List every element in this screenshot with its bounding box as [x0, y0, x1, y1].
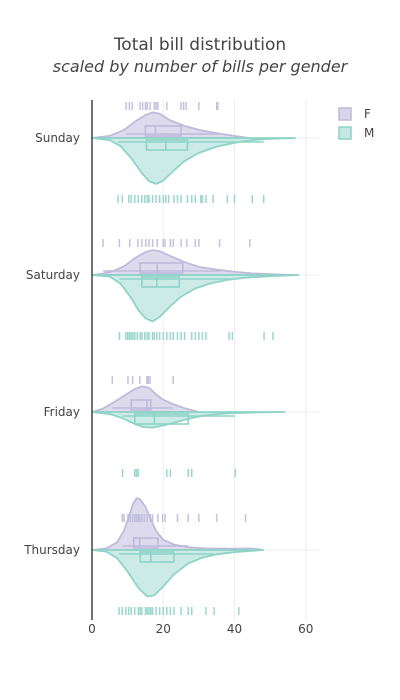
x-tick-label-60: 60 — [298, 622, 313, 636]
chart-subtitle: scaled by number of bills per gender — [53, 57, 349, 76]
plot-layer — [91, 102, 300, 615]
box-thursday-f — [132, 537, 159, 549]
legend-swatch-f — [338, 107, 352, 121]
box-saturday-f — [139, 262, 184, 274]
x-tick-label-40: 40 — [227, 622, 242, 636]
axis-layer: Sunday Saturday Friday Thursday 0 20 40 60 — [23, 100, 313, 636]
legend[interactable]: FM — [338, 107, 374, 140]
box-sunday-m — [145, 139, 189, 151]
violin-thursday-m — [91, 549, 264, 598]
violin-sunday-m — [91, 137, 296, 185]
legend-label-f: F — [364, 107, 371, 121]
chart-title: Total bill distribution — [113, 35, 286, 55]
category-label-friday: Friday — [44, 405, 80, 419]
violin-friday-f — [91, 385, 200, 413]
violin-thursday-f — [91, 497, 264, 551]
category-label-saturday: Saturday — [26, 268, 80, 282]
violin-sunday-f — [91, 111, 250, 139]
violin-saturday-f — [91, 249, 293, 276]
legend-swatch-m — [338, 126, 352, 140]
box-saturday-m — [141, 276, 181, 288]
box-sunday-f — [144, 125, 182, 137]
box-friday-m — [133, 413, 189, 425]
x-tick-label-20: 20 — [156, 622, 171, 636]
box-friday-f — [130, 399, 152, 411]
x-tick-label-0: 0 — [88, 622, 96, 636]
category-label-sunday: Sunday — [35, 131, 80, 145]
violin-saturday-m — [91, 274, 300, 323]
box-thursday-m — [139, 551, 175, 563]
category-label-thursday: Thursday — [23, 543, 80, 557]
legend-label-m: M — [364, 126, 374, 140]
